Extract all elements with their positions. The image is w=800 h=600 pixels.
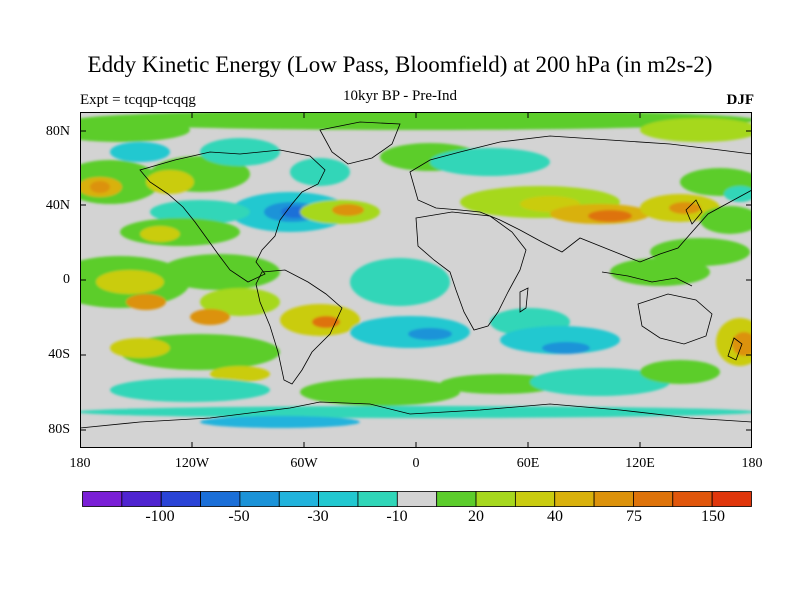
field-contour — [290, 158, 350, 186]
field-contour — [80, 118, 190, 142]
field-contour — [724, 186, 752, 202]
coastline-indonesia — [601, 271, 693, 287]
lon-label-120e: 120E — [625, 456, 655, 471]
colorbar-box — [593, 491, 634, 507]
field-contour — [300, 378, 460, 406]
lon-label-60w: 60W — [290, 456, 318, 471]
coastline-madagascar — [519, 287, 529, 313]
field-contour — [500, 326, 620, 354]
map-plot — [80, 112, 752, 448]
colorbar-box — [672, 491, 713, 507]
field-contour — [146, 170, 194, 194]
coastline-new-zealand — [727, 337, 743, 361]
colorbar-label-minus-100: -100 — [145, 508, 175, 525]
colorbar-box — [82, 491, 123, 507]
field-contour — [96, 270, 164, 294]
coastline-north-america — [139, 149, 326, 283]
subtitle: 10kyr BP - Pre-Ind — [342, 88, 458, 104]
field-contour — [90, 181, 110, 193]
field-contour — [110, 378, 270, 402]
lat-label-80s: 80S — [48, 422, 70, 437]
colorbar-box — [514, 491, 556, 507]
field-contour — [150, 200, 250, 224]
coastline-australia — [637, 293, 713, 345]
season-label: DJF — [726, 92, 755, 108]
plot-title: Eddy Kinetic Energy (Low Pass, Bloomfiel… — [87, 52, 713, 77]
field-contour — [110, 142, 170, 162]
field-contour — [669, 202, 701, 214]
colorbar-box — [436, 491, 477, 507]
coastline-greenland — [319, 121, 401, 165]
colorbar-box — [711, 491, 752, 507]
field-contour — [200, 288, 280, 316]
colorbar-label-minus-10: -10 — [386, 508, 408, 525]
colorbar-box — [633, 491, 674, 507]
field-contour — [140, 226, 180, 242]
field-contour — [430, 148, 550, 176]
colorbar-box — [121, 491, 162, 507]
colorbar-label-75: 75 — [626, 508, 642, 525]
field-contour — [332, 204, 364, 216]
field-contour — [80, 112, 752, 130]
coastline-africa — [415, 211, 527, 331]
colorbar-box — [554, 491, 595, 507]
lon-label-0: 0 — [412, 456, 420, 471]
field-contour — [126, 294, 166, 310]
lon-label-180w: 180 — [69, 456, 91, 471]
field-contour — [210, 366, 270, 382]
field-contour — [200, 138, 280, 166]
colorbar-box — [160, 491, 201, 507]
field-contour — [120, 218, 240, 246]
coastline-south-america — [255, 269, 343, 385]
colorbar-label-150: 150 — [701, 508, 725, 525]
lon-label-120w: 120W — [174, 456, 210, 471]
coastline-japan — [685, 199, 703, 225]
colorbar-box — [357, 491, 398, 507]
field-contour — [200, 416, 360, 428]
lat-label-0: 0 — [63, 272, 70, 287]
lat-label-40n: 40N — [45, 198, 70, 213]
colorbar-box — [200, 491, 241, 507]
field-contour — [80, 406, 752, 418]
field-contour — [312, 316, 340, 328]
experiment-label: Expt = tcqqp-tcqqg — [80, 92, 196, 108]
colorbar-box — [278, 491, 320, 507]
field-contour — [700, 206, 752, 234]
colorbar-box — [475, 491, 516, 507]
lon-label-180e: 180 — [741, 456, 763, 471]
field-contour — [350, 258, 450, 306]
colorbar-box — [396, 491, 438, 507]
coastline-antarctica — [80, 401, 752, 429]
colorbar-label-20: 20 — [468, 508, 484, 525]
field-contour — [530, 368, 670, 396]
colorbar-label-40: 40 — [547, 508, 563, 525]
lon-label-60e: 60E — [516, 456, 540, 471]
colorbar-label-minus-50: -50 — [228, 508, 250, 525]
field-contour — [640, 360, 720, 384]
field-contour — [190, 309, 230, 325]
field-contour — [440, 374, 560, 394]
colorbar — [82, 491, 752, 507]
lat-label-80n: 80N — [45, 124, 70, 139]
colorbar-label-minus-30: -30 — [307, 508, 329, 525]
lat-label-40s: 40S — [48, 347, 70, 362]
map-frame — [80, 112, 752, 448]
field-contour — [588, 210, 632, 222]
field-contour — [640, 118, 752, 142]
field-contour — [542, 342, 590, 354]
field-contour — [110, 338, 170, 358]
colorbar-box — [318, 491, 359, 507]
field-contour — [650, 238, 750, 266]
field-contour — [408, 328, 452, 340]
colorbar-box — [239, 491, 280, 507]
